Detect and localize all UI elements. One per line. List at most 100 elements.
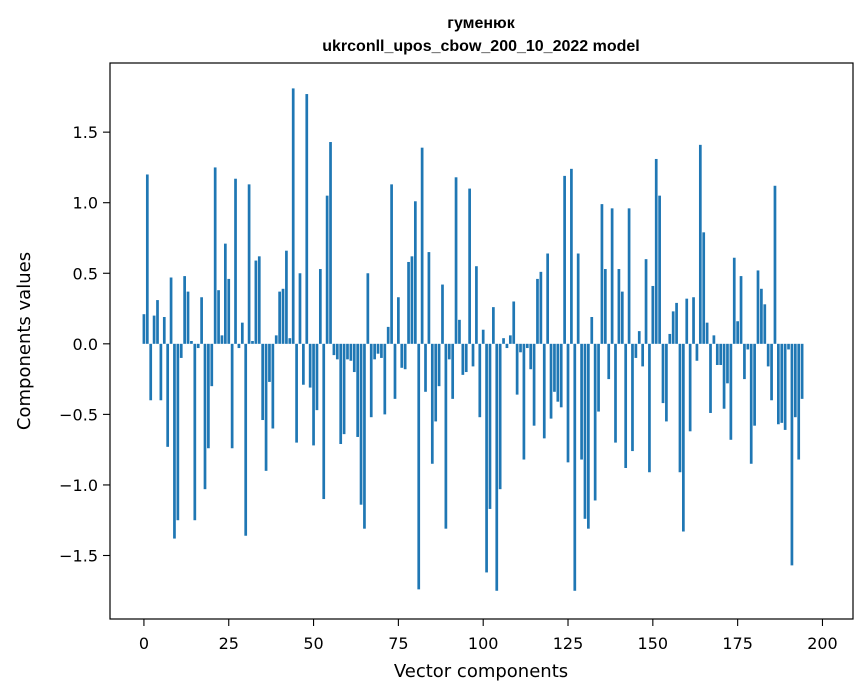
bar <box>213 167 217 344</box>
y-axis-ticks: −1.5 −1.0 −0.5 0.0 0.5 1.0 1.5 <box>59 123 110 565</box>
bar <box>563 175 566 344</box>
bar <box>695 343 699 361</box>
bar <box>488 343 492 509</box>
bar <box>223 243 227 344</box>
bar <box>434 343 438 422</box>
bar <box>665 343 668 422</box>
bar <box>519 343 522 353</box>
bar <box>739 276 743 344</box>
bar <box>766 343 770 367</box>
bar <box>339 343 343 445</box>
bar <box>363 343 366 529</box>
bar <box>308 343 312 388</box>
bar <box>624 343 628 468</box>
bar <box>688 343 692 432</box>
bar <box>702 232 706 344</box>
x-tick-label: 175 <box>722 634 753 653</box>
bar <box>590 317 594 344</box>
bar <box>166 343 170 447</box>
bar <box>352 343 356 373</box>
bar <box>773 185 777 344</box>
bar <box>220 335 224 344</box>
bar <box>400 343 404 368</box>
bar <box>512 301 516 344</box>
bar <box>471 343 475 367</box>
bar <box>705 322 709 344</box>
bar <box>291 88 295 344</box>
bar <box>692 297 695 344</box>
bar <box>417 343 421 590</box>
x-tick-label: 75 <box>388 634 408 653</box>
bar <box>441 284 444 344</box>
bar <box>227 278 231 344</box>
bar <box>743 343 746 380</box>
bar <box>217 290 220 344</box>
bar <box>726 343 729 384</box>
bar <box>529 343 533 370</box>
bar <box>285 250 288 344</box>
bar <box>325 195 329 344</box>
bar <box>654 158 658 344</box>
bar <box>237 343 241 349</box>
bar <box>420 147 424 344</box>
bar <box>736 321 739 344</box>
bar <box>631 343 634 452</box>
bar <box>603 269 607 344</box>
bar <box>240 322 244 344</box>
bar <box>570 168 573 344</box>
chart-subtitle: ukrconll_upos_cbow_200_10_2022 model <box>322 38 639 55</box>
bar <box>451 343 455 399</box>
bar <box>800 343 804 399</box>
bar <box>583 343 587 519</box>
x-tick-label: 200 <box>807 634 838 653</box>
bar <box>641 343 645 367</box>
bar <box>777 343 780 425</box>
bar <box>729 343 733 440</box>
bar <box>576 253 580 344</box>
bar <box>454 177 458 344</box>
bar <box>444 343 448 529</box>
bar <box>508 335 512 344</box>
bar <box>413 201 417 344</box>
x-tick-label: 125 <box>553 634 584 653</box>
bar <box>169 277 173 344</box>
bar <box>522 343 526 460</box>
bar <box>620 291 624 344</box>
bar <box>600 204 604 344</box>
bar <box>671 311 675 344</box>
chart-title: гуменюк <box>447 15 515 32</box>
bar <box>770 343 773 401</box>
bar <box>349 343 353 361</box>
bar <box>661 343 665 404</box>
bar <box>288 338 292 344</box>
bar <box>685 298 689 344</box>
bar <box>305 94 309 344</box>
bar <box>366 273 370 344</box>
bar <box>159 343 163 401</box>
bar <box>698 144 702 344</box>
bar <box>712 335 716 344</box>
bar <box>298 273 302 344</box>
bar <box>719 343 723 365</box>
bar <box>780 343 784 423</box>
bar <box>257 256 261 344</box>
bar <box>458 319 461 344</box>
x-tick-label: 25 <box>219 634 239 653</box>
bar <box>200 297 203 344</box>
bar <box>532 343 536 426</box>
bar <box>597 343 600 412</box>
bar <box>183 276 186 344</box>
bar <box>346 343 349 360</box>
bar <box>152 315 156 344</box>
y-axis-label: Components values <box>14 252 35 430</box>
x-axis-label: Vector components <box>394 661 568 682</box>
bar <box>207 343 210 449</box>
bar <box>607 343 611 380</box>
y-tick-label: 1.0 <box>73 194 98 213</box>
y-tick-label: −0.5 <box>59 405 98 424</box>
bar <box>380 343 383 358</box>
x-tick-label: 50 <box>303 634 323 653</box>
x-tick-label: 100 <box>468 634 499 653</box>
bar <box>264 343 268 471</box>
